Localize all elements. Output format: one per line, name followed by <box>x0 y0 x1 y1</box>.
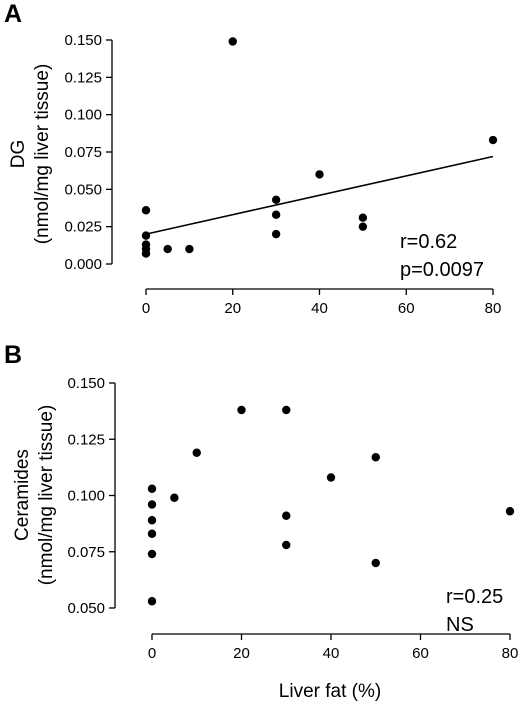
data-point <box>271 195 281 204</box>
data-point <box>358 213 368 222</box>
y-tick-label: 0.125 <box>64 69 102 86</box>
data-point <box>326 473 336 482</box>
data-point <box>282 540 291 550</box>
panel-b: B Ceramides (nmol/mg liver tissue) 0.050… <box>4 341 518 702</box>
data-point <box>170 493 179 502</box>
data-point <box>282 511 291 520</box>
data-point <box>358 222 368 231</box>
data-point <box>141 249 151 258</box>
data-point <box>228 37 237 46</box>
x-axis-label-b: Liver fat (%) <box>279 681 381 702</box>
y-axis-label-b-units: (nmol/mg liver tissue) <box>36 405 57 586</box>
panel-letter-a: A <box>4 0 22 28</box>
annotation-r-a: r=0.62 <box>400 231 457 253</box>
data-point <box>147 500 157 509</box>
annotation-p-a: p=0.0097 <box>400 259 484 281</box>
y-axis-label-a: DG <box>8 140 29 169</box>
data-point <box>237 405 246 415</box>
data-point <box>147 529 157 538</box>
y-tick-label: 0.100 <box>64 107 102 124</box>
x-tick-label: 80 <box>502 645 519 662</box>
y-tick-label: 0.075 <box>67 544 105 561</box>
y-tick-label: 0.025 <box>64 219 102 236</box>
y-tick-label: 0.125 <box>67 431 105 448</box>
data-point <box>147 597 157 606</box>
regression-line <box>145 155 494 235</box>
y-tick-label: 0.050 <box>64 181 102 198</box>
data-point <box>282 405 291 415</box>
x-tick-label: 60 <box>412 645 429 662</box>
x-tick-label: 40 <box>311 300 328 317</box>
x-tick-label: 20 <box>233 645 250 662</box>
x-tick-label: 40 <box>323 645 340 662</box>
marks-b <box>147 405 515 606</box>
y-tick-label: 0.000 <box>64 256 102 273</box>
y-axis-label-b: Ceramides <box>12 449 33 541</box>
x-tick-label: 60 <box>398 300 415 317</box>
annotation-r-b: r=0.25 <box>446 586 503 608</box>
data-point <box>141 231 151 240</box>
y-tick-label: 0.075 <box>64 144 102 161</box>
data-point <box>271 229 281 239</box>
x-tick-label: 0 <box>142 300 150 317</box>
data-point <box>147 516 157 525</box>
data-point <box>192 448 201 457</box>
y-tick-label: 0.150 <box>64 32 102 49</box>
panel-a: A DG (nmol/mg liver tissue) 0.0000.0250.… <box>4 0 501 317</box>
axes-a: 0.000 0.025 0.050 0.075 0.100 0.125 0.150 0 20 40… <box>64 32 501 317</box>
x-tick-label: 20 <box>224 300 241 317</box>
y-tick-label: 0.050 <box>67 600 105 617</box>
panel-letter-b: B <box>4 341 22 369</box>
annotation-ns-b: NS <box>446 614 474 636</box>
y-tick-label: 0.150 <box>67 375 105 392</box>
data-point <box>271 210 281 219</box>
data-point <box>141 206 151 215</box>
data-point <box>371 558 380 568</box>
x-tick-label: 80 <box>485 300 502 317</box>
y-tick-label: 0.100 <box>67 488 105 505</box>
data-point <box>488 135 498 145</box>
data-point <box>147 484 157 493</box>
data-point <box>185 244 194 254</box>
data-point <box>505 507 515 516</box>
data-point <box>147 549 157 559</box>
marks-a <box>141 37 498 258</box>
y-axis-label-a-units: (nmol/mg liver tissue) <box>32 64 53 245</box>
x-tick-label: 0 <box>148 645 156 662</box>
axes-b: 0.050 0.075 0.100 0.125 0.150 0 20 40 60 80 <box>67 375 518 662</box>
data-point <box>163 244 172 254</box>
data-point <box>371 453 380 462</box>
data-point <box>315 170 324 179</box>
